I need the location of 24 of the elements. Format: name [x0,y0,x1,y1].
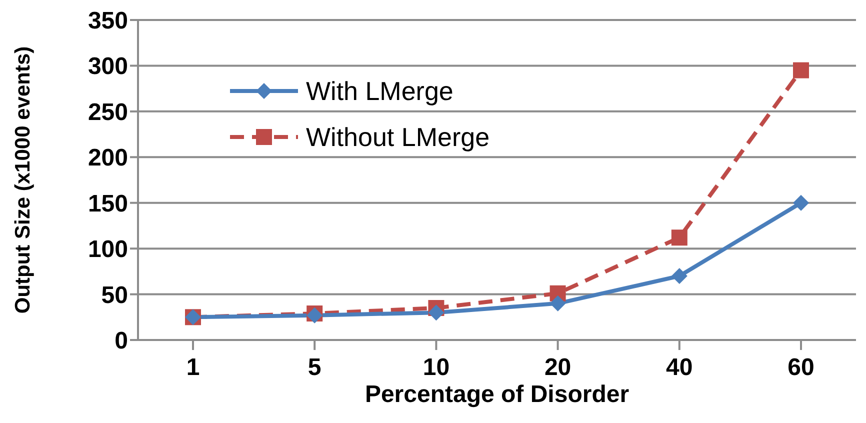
y-tick-label: 100 [88,236,128,264]
point [428,304,444,321]
x-tick-label: 5 [308,354,322,382]
x-axis-title: Percentage of Disorder [364,381,630,408]
y-tick-label: 200 [88,144,128,172]
point [793,194,809,211]
y-tick-label: 0 [114,328,128,355]
y-tick-label: 300 [88,53,128,80]
point [550,295,566,312]
x-tick-label: 1 [186,354,200,382]
x-tick-label: 20 [544,354,572,382]
x-tick-label: 60 [788,354,814,382]
point [671,230,688,246]
point [671,268,688,284]
x-tick-label: 40 [666,354,693,382]
y-tick-label: 250 [88,98,128,126]
y-tick-label: 150 [88,190,128,218]
y-tick-label: 50 [101,282,128,309]
legend-label: With LMerge [306,76,454,106]
y-tick-label: 350 [88,8,128,35]
legend-label: Without LMerge [306,122,490,152]
y-axis-title: Output Size (x1000 events) [11,46,34,314]
point [793,62,809,78]
x-tick-label: 10 [422,354,450,382]
